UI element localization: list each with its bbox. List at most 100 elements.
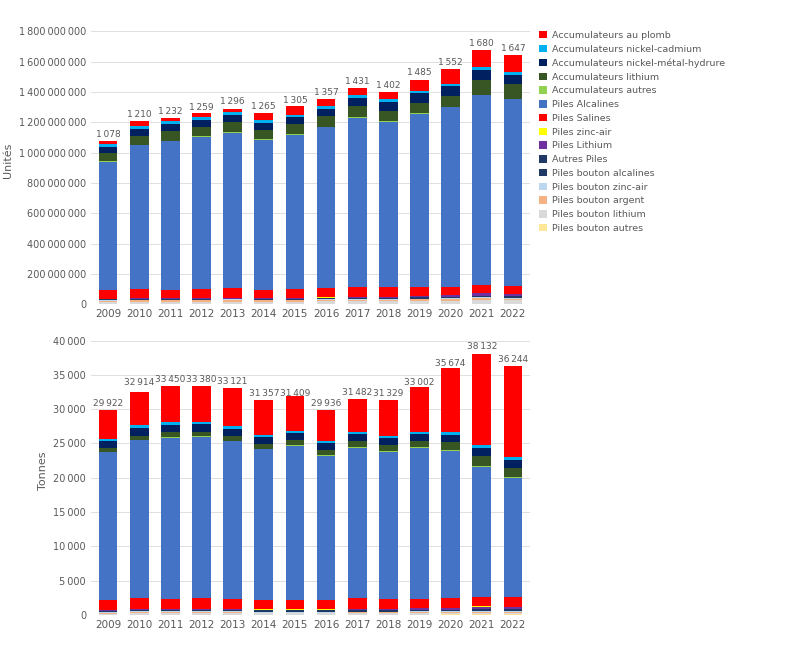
Bar <box>130 300 149 301</box>
Bar <box>99 146 117 153</box>
Bar <box>348 98 366 107</box>
Bar <box>504 468 522 477</box>
Bar <box>99 153 117 162</box>
Bar <box>286 300 305 301</box>
Bar <box>255 140 273 290</box>
Bar <box>348 441 366 447</box>
Bar <box>441 95 460 107</box>
Bar <box>441 435 460 443</box>
Bar <box>410 598 429 608</box>
Bar <box>410 114 429 287</box>
Bar <box>286 600 305 610</box>
Bar <box>130 428 149 436</box>
Bar <box>379 445 398 451</box>
Bar <box>192 137 211 289</box>
Bar <box>379 612 398 613</box>
Bar <box>161 141 180 290</box>
Bar <box>223 611 242 612</box>
Text: 33 121: 33 121 <box>218 377 248 386</box>
Bar <box>410 448 429 598</box>
Bar <box>161 438 180 598</box>
Bar <box>410 300 429 301</box>
Bar <box>441 298 460 299</box>
Bar <box>379 297 398 298</box>
Text: 1 296: 1 296 <box>221 97 245 106</box>
Bar <box>130 598 149 609</box>
Bar <box>286 298 305 299</box>
Bar <box>223 613 242 615</box>
Bar <box>410 94 429 103</box>
Bar <box>192 117 211 120</box>
Bar <box>316 99 335 106</box>
Bar <box>161 612 180 613</box>
Bar <box>316 600 335 610</box>
Bar <box>192 613 211 615</box>
Bar <box>472 445 491 448</box>
Bar <box>255 435 273 438</box>
Bar <box>223 133 242 288</box>
Text: 29 922: 29 922 <box>93 399 123 407</box>
Bar <box>348 613 366 615</box>
Bar <box>379 301 398 304</box>
Bar <box>410 610 429 611</box>
Bar <box>441 301 460 304</box>
Bar <box>316 106 335 109</box>
Bar <box>223 288 242 298</box>
Bar <box>223 388 242 426</box>
Bar <box>410 287 429 296</box>
Bar <box>130 439 149 440</box>
Bar <box>410 103 429 113</box>
Text: 29 936: 29 936 <box>311 398 341 407</box>
Bar <box>255 300 273 301</box>
Bar <box>504 598 522 607</box>
Bar <box>130 609 149 610</box>
Bar <box>130 121 149 126</box>
Bar <box>348 609 366 610</box>
Bar <box>192 598 211 609</box>
Bar <box>286 290 305 298</box>
Bar <box>286 117 305 124</box>
Bar <box>410 613 429 615</box>
Bar <box>223 112 242 115</box>
Bar <box>348 611 366 612</box>
Bar <box>255 613 273 615</box>
Bar <box>286 613 305 615</box>
Bar <box>348 301 366 304</box>
Bar <box>192 113 211 117</box>
Bar <box>379 609 398 610</box>
Bar <box>255 400 273 435</box>
Bar <box>161 432 180 437</box>
Bar <box>223 429 242 436</box>
Bar <box>441 86 460 95</box>
Bar <box>441 299 460 301</box>
Bar <box>223 610 242 611</box>
Bar <box>441 611 460 612</box>
Bar <box>99 141 117 145</box>
Bar <box>286 434 305 440</box>
Bar <box>348 610 366 611</box>
Text: 38 132: 38 132 <box>467 343 497 351</box>
Bar <box>504 300 522 303</box>
Bar <box>472 607 491 610</box>
Bar <box>316 409 335 441</box>
Bar <box>192 301 211 304</box>
Bar <box>192 422 211 424</box>
Bar <box>441 432 460 435</box>
Bar <box>223 441 242 599</box>
Bar <box>99 301 117 302</box>
Bar <box>223 426 242 429</box>
Bar <box>130 392 149 426</box>
Text: 1 431: 1 431 <box>345 77 369 86</box>
Text: 1 357: 1 357 <box>314 88 339 97</box>
Bar <box>255 438 273 444</box>
Bar <box>99 410 117 439</box>
Bar <box>410 612 429 613</box>
Bar <box>472 611 491 612</box>
Bar <box>379 299 398 300</box>
Bar <box>379 288 398 296</box>
Bar <box>192 611 211 612</box>
Bar <box>223 301 242 304</box>
Bar <box>192 437 211 598</box>
Text: 33 380: 33 380 <box>186 375 217 384</box>
Bar <box>99 448 117 452</box>
